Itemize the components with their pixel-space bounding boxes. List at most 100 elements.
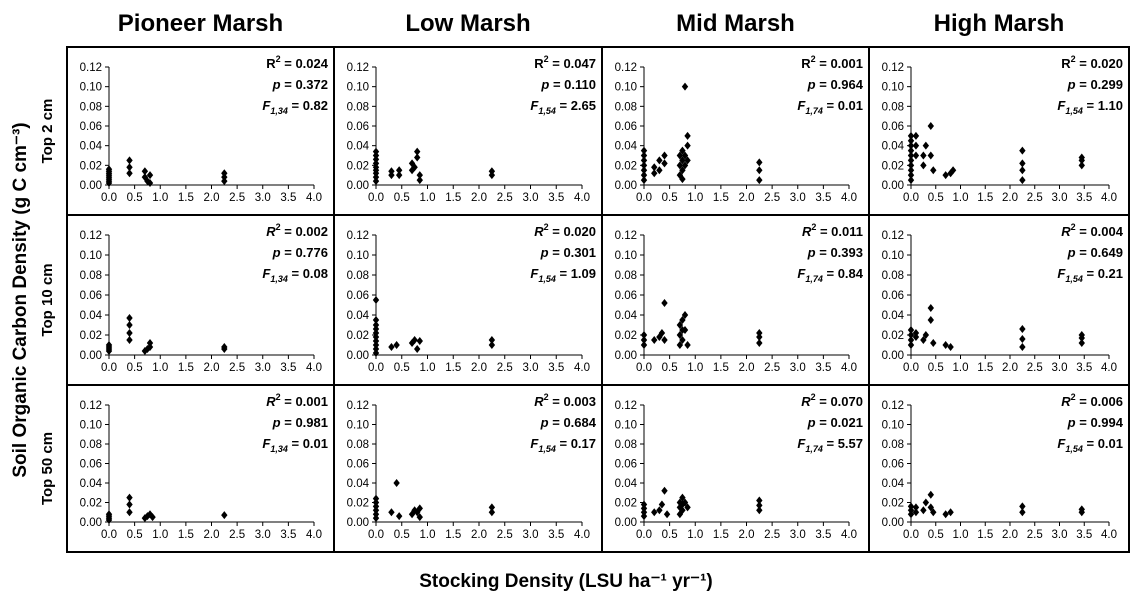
- x-tick-label: 1.0: [687, 529, 703, 541]
- data-point: [146, 179, 154, 188]
- data-point: [756, 339, 763, 347]
- stat-p: p = 0.372: [272, 77, 328, 92]
- panel-frame: [601, 46, 870, 216]
- data-point: [927, 304, 934, 312]
- panel: 0.0 0.5 1.0 1.5 2.0 2.5 3.0 3.5 4.0 0.00 0.02 0.04 0…: [868, 214, 1130, 386]
- data-point: [679, 316, 686, 324]
- x-tick-label: 2.0: [1002, 362, 1018, 374]
- data-point: [640, 166, 648, 175]
- x-tick-label: 0.5: [662, 362, 678, 374]
- data-point: [947, 169, 954, 178]
- panel: 0.0 0.5 1.0 1.5 2.0 2.5 3.0 3.5 4.0 0.00 0.02 0.04 0…: [601, 214, 870, 386]
- data-point: [126, 493, 133, 502]
- data-point: [395, 512, 403, 521]
- x-tick-label: 1.0: [953, 529, 969, 541]
- data-point: [912, 508, 920, 517]
- x-tick-label: 2.5: [497, 192, 513, 204]
- stat-f: F1,74 = 5.57: [797, 436, 863, 454]
- x-tick-label: 3.0: [1052, 192, 1068, 204]
- data-point: [907, 341, 915, 349]
- data-point: [927, 316, 934, 324]
- panel-frame: [868, 214, 1130, 386]
- y-axis-title: Soil Organic Carbon Density (g C cm⁻³): [10, 122, 31, 477]
- data-point: [912, 141, 920, 150]
- x-tick-label: 0.0: [903, 529, 919, 541]
- data-point: [681, 498, 689, 507]
- x-tick-label: 3.5: [1076, 192, 1092, 204]
- column-title: Mid Marsh: [676, 10, 795, 37]
- data-point: [126, 321, 133, 329]
- y-tick-label: 0.02: [80, 160, 102, 172]
- x-tick-label: 4.0: [841, 529, 857, 541]
- data-point: [372, 147, 380, 156]
- data-point: [1019, 176, 1026, 185]
- x-tick-label: 0.0: [368, 529, 384, 541]
- x-tick-label: 2.5: [1027, 192, 1043, 204]
- data-point: [395, 166, 403, 175]
- data-point: [947, 343, 954, 351]
- data-point: [144, 345, 151, 353]
- data-point: [679, 166, 686, 175]
- y-tick-label: 0.04: [882, 478, 905, 490]
- data-point: [105, 341, 113, 349]
- y-tick-label: 0.08: [347, 270, 369, 282]
- y-tick-label: 0.04: [80, 310, 103, 322]
- data-point: [907, 146, 915, 155]
- x-tick-label: 1.5: [178, 192, 194, 204]
- x-tick-label: 2.5: [497, 529, 513, 541]
- x-tick-label: 3.0: [1052, 529, 1068, 541]
- stat-f: F1,54 = 2.65: [530, 98, 596, 116]
- x-tick-label: 3.5: [1076, 529, 1092, 541]
- x-tick-label: 3.5: [280, 192, 296, 204]
- x-tick-label: 2.0: [204, 192, 220, 204]
- panel-frame: [601, 214, 870, 386]
- data-point: [126, 163, 133, 172]
- stat-f: F1,54 = 1.10: [1057, 98, 1123, 116]
- data-point: [388, 508, 395, 517]
- panel-frame: [601, 384, 870, 553]
- data-point: [907, 326, 915, 334]
- y-tick-label: 0.06: [80, 290, 102, 302]
- data-point: [1019, 159, 1026, 168]
- x-tick-label: 3.0: [790, 529, 806, 541]
- data-point: [488, 508, 496, 517]
- y-tick-label: 0.00: [347, 180, 369, 192]
- data-point: [488, 336, 496, 344]
- data-point: [1078, 331, 1085, 339]
- column-title: Pioneer Marsh: [118, 10, 283, 37]
- data-point: [661, 486, 668, 495]
- x-tick-label: 0.5: [662, 192, 678, 204]
- y-tick-label: 0.02: [882, 330, 904, 342]
- x-tick-label: 0.0: [636, 362, 652, 374]
- x-tick-label: 0.5: [394, 529, 410, 541]
- data-point: [221, 343, 228, 351]
- data-point: [416, 504, 423, 513]
- x-tick-label: 3.5: [548, 192, 564, 204]
- y-tick-label: 0.12: [347, 400, 369, 412]
- y-tick-label: 0.06: [347, 121, 369, 133]
- data-point: [411, 336, 418, 344]
- y-tick-label: 0.04: [882, 141, 905, 153]
- y-tick-label: 0.06: [347, 459, 369, 471]
- data-point: [656, 156, 663, 165]
- x-tick-label: 1.5: [445, 362, 461, 374]
- panel-frame: [333, 384, 603, 553]
- data-point: [684, 141, 691, 150]
- x-tick-label: 1.5: [713, 362, 729, 374]
- x-tick-label: 3.0: [523, 192, 539, 204]
- x-tick-label: 3.0: [255, 529, 271, 541]
- y-tick-label: 0.04: [347, 478, 370, 490]
- data-point: [681, 151, 689, 160]
- x-tick-label: 3.0: [523, 362, 539, 374]
- panel-frame: [66, 214, 335, 386]
- y-tick-label: 0.08: [615, 101, 637, 113]
- data-point: [105, 510, 113, 519]
- data-point: [126, 314, 133, 322]
- data-point: [414, 345, 421, 353]
- data-point: [416, 513, 423, 522]
- y-tick-label: 0.10: [80, 82, 102, 94]
- data-point: [927, 503, 934, 512]
- y-tick-label: 0.04: [80, 478, 103, 490]
- x-tick-label: 4.0: [1101, 362, 1117, 374]
- y-tick-label: 0.02: [80, 330, 102, 342]
